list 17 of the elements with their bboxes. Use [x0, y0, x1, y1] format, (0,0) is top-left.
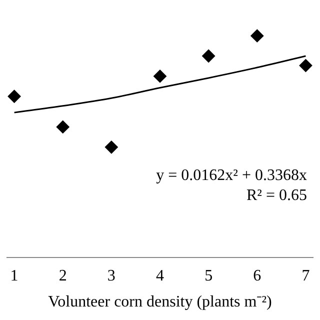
point	[299, 59, 312, 72]
annotation: R² = 0.65	[246, 186, 307, 204]
x-tick-label: 6	[253, 267, 262, 284]
x-tick-label: 4	[156, 267, 164, 284]
point	[8, 90, 21, 103]
x-tick-label: 1	[10, 267, 18, 284]
point	[104, 140, 118, 154]
annotation: y = 0.0162x² + 0.3368x	[156, 166, 307, 184]
x-tick-label: 3	[107, 267, 116, 284]
point	[154, 70, 166, 83]
point	[250, 29, 264, 42]
x-axis-title: Volunteer corn density (plants m⁻²)	[48, 294, 272, 311]
point	[56, 120, 70, 134]
point	[202, 50, 216, 63]
x-tick-label: 2	[58, 267, 67, 284]
x-tick-label: 5	[204, 267, 213, 284]
x-tick-label: 7	[302, 267, 310, 284]
